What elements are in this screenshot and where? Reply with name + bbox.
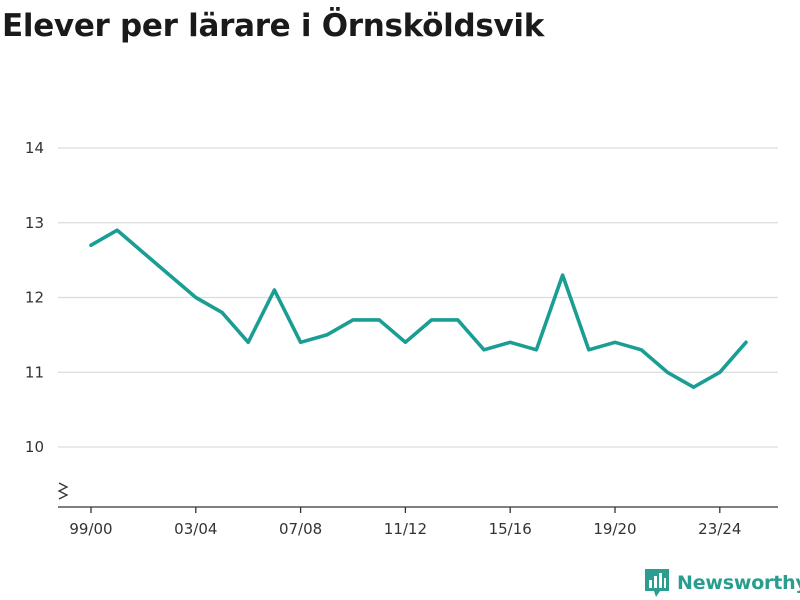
data-point-19/20 — [613, 341, 617, 344]
data-point-21/22 — [666, 371, 669, 374]
data-point-22/23 — [692, 386, 695, 389]
data-point-07/08 — [299, 341, 302, 344]
series-layer — [89, 228, 748, 390]
y-axis-break-icon — [57, 482, 69, 500]
x-tick-label: 99/00 — [69, 520, 112, 538]
x-tick-label: 23/24 — [698, 520, 741, 538]
data-point-04/05 — [220, 311, 224, 314]
x-tick-label: 03/04 — [174, 520, 217, 538]
x-tick-label: 15/16 — [489, 520, 532, 538]
newsworthy-logo-icon — [645, 569, 669, 597]
data-point-06/07 — [273, 288, 276, 292]
x-axis: 99/00 03/04 07/08 11/12 15/16 19/20 23/24 — [57, 482, 778, 538]
data-point-00/01 — [116, 229, 119, 232]
data-point-12/13 — [430, 318, 433, 322]
brand-logo: Newsworthy — [644, 568, 800, 598]
data-point-16/17 — [535, 348, 538, 352]
data-point-13/14 — [456, 318, 459, 322]
data-point-01/02 — [142, 251, 145, 254]
data-point-10/11 — [378, 318, 381, 322]
grid-lines — [58, 147, 778, 448]
x-tick-label: 07/08 — [279, 520, 322, 538]
data-point-11/12 — [404, 341, 407, 344]
data-point-18/19 — [587, 348, 590, 352]
data-point-08/09 — [325, 333, 328, 337]
y-axis-ticks: 10 11 12 13 14 — [25, 139, 44, 456]
data-point-14/15 — [482, 348, 486, 352]
chart-title: Elever per lärare i Örnsköldsvik — [2, 8, 545, 44]
y-tick-label: 11 — [25, 363, 44, 381]
y-tick-label: 13 — [25, 214, 44, 232]
data-point-17/18 — [561, 273, 564, 277]
data-point-02/03 — [168, 273, 171, 277]
data-point-15/16 — [509, 341, 512, 344]
data-point-24/25 — [744, 341, 748, 344]
data-point-03/04 — [194, 296, 197, 299]
data-point-09/10 — [351, 318, 355, 322]
data-point-05/06 — [247, 341, 250, 344]
y-tick-label: 10 — [25, 438, 44, 456]
data-point-20/21 — [640, 348, 643, 352]
x-tick-label: 19/20 — [593, 520, 636, 538]
series-line-0 — [89, 228, 748, 390]
data-point-99/00 — [89, 243, 93, 247]
brand-name: Newsworthy — [677, 572, 800, 594]
y-tick-label: 12 — [25, 289, 44, 307]
y-tick-label: 14 — [25, 139, 44, 157]
x-tick-label: 11/12 — [384, 520, 427, 538]
data-point-23/24 — [718, 371, 721, 374]
